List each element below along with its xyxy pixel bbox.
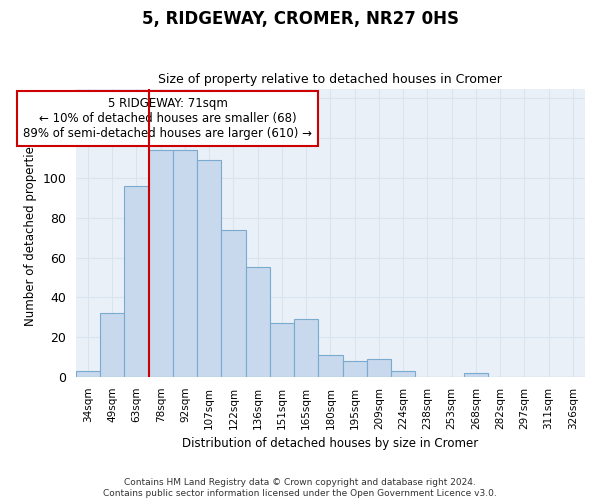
X-axis label: Distribution of detached houses by size in Cromer: Distribution of detached houses by size … bbox=[182, 437, 479, 450]
Bar bbox=[270, 323, 294, 377]
Bar bbox=[318, 355, 343, 377]
Text: Contains HM Land Registry data © Crown copyright and database right 2024.
Contai: Contains HM Land Registry data © Crown c… bbox=[103, 478, 497, 498]
Y-axis label: Number of detached properties: Number of detached properties bbox=[23, 140, 37, 326]
Bar bbox=[124, 186, 149, 377]
Title: Size of property relative to detached houses in Cromer: Size of property relative to detached ho… bbox=[158, 73, 502, 86]
Bar bbox=[100, 313, 124, 377]
Bar bbox=[464, 373, 488, 377]
Bar bbox=[149, 150, 173, 377]
Bar bbox=[173, 150, 197, 377]
Bar bbox=[76, 371, 100, 377]
Bar bbox=[294, 319, 318, 377]
Bar bbox=[343, 361, 367, 377]
Bar bbox=[197, 160, 221, 377]
Text: 5 RIDGEWAY: 71sqm
← 10% of detached houses are smaller (68)
89% of semi-detached: 5 RIDGEWAY: 71sqm ← 10% of detached hous… bbox=[23, 97, 312, 140]
Text: 5, RIDGEWAY, CROMER, NR27 0HS: 5, RIDGEWAY, CROMER, NR27 0HS bbox=[142, 10, 458, 28]
Bar bbox=[245, 268, 270, 377]
Bar bbox=[391, 371, 415, 377]
Bar bbox=[367, 359, 391, 377]
Bar bbox=[221, 230, 245, 377]
